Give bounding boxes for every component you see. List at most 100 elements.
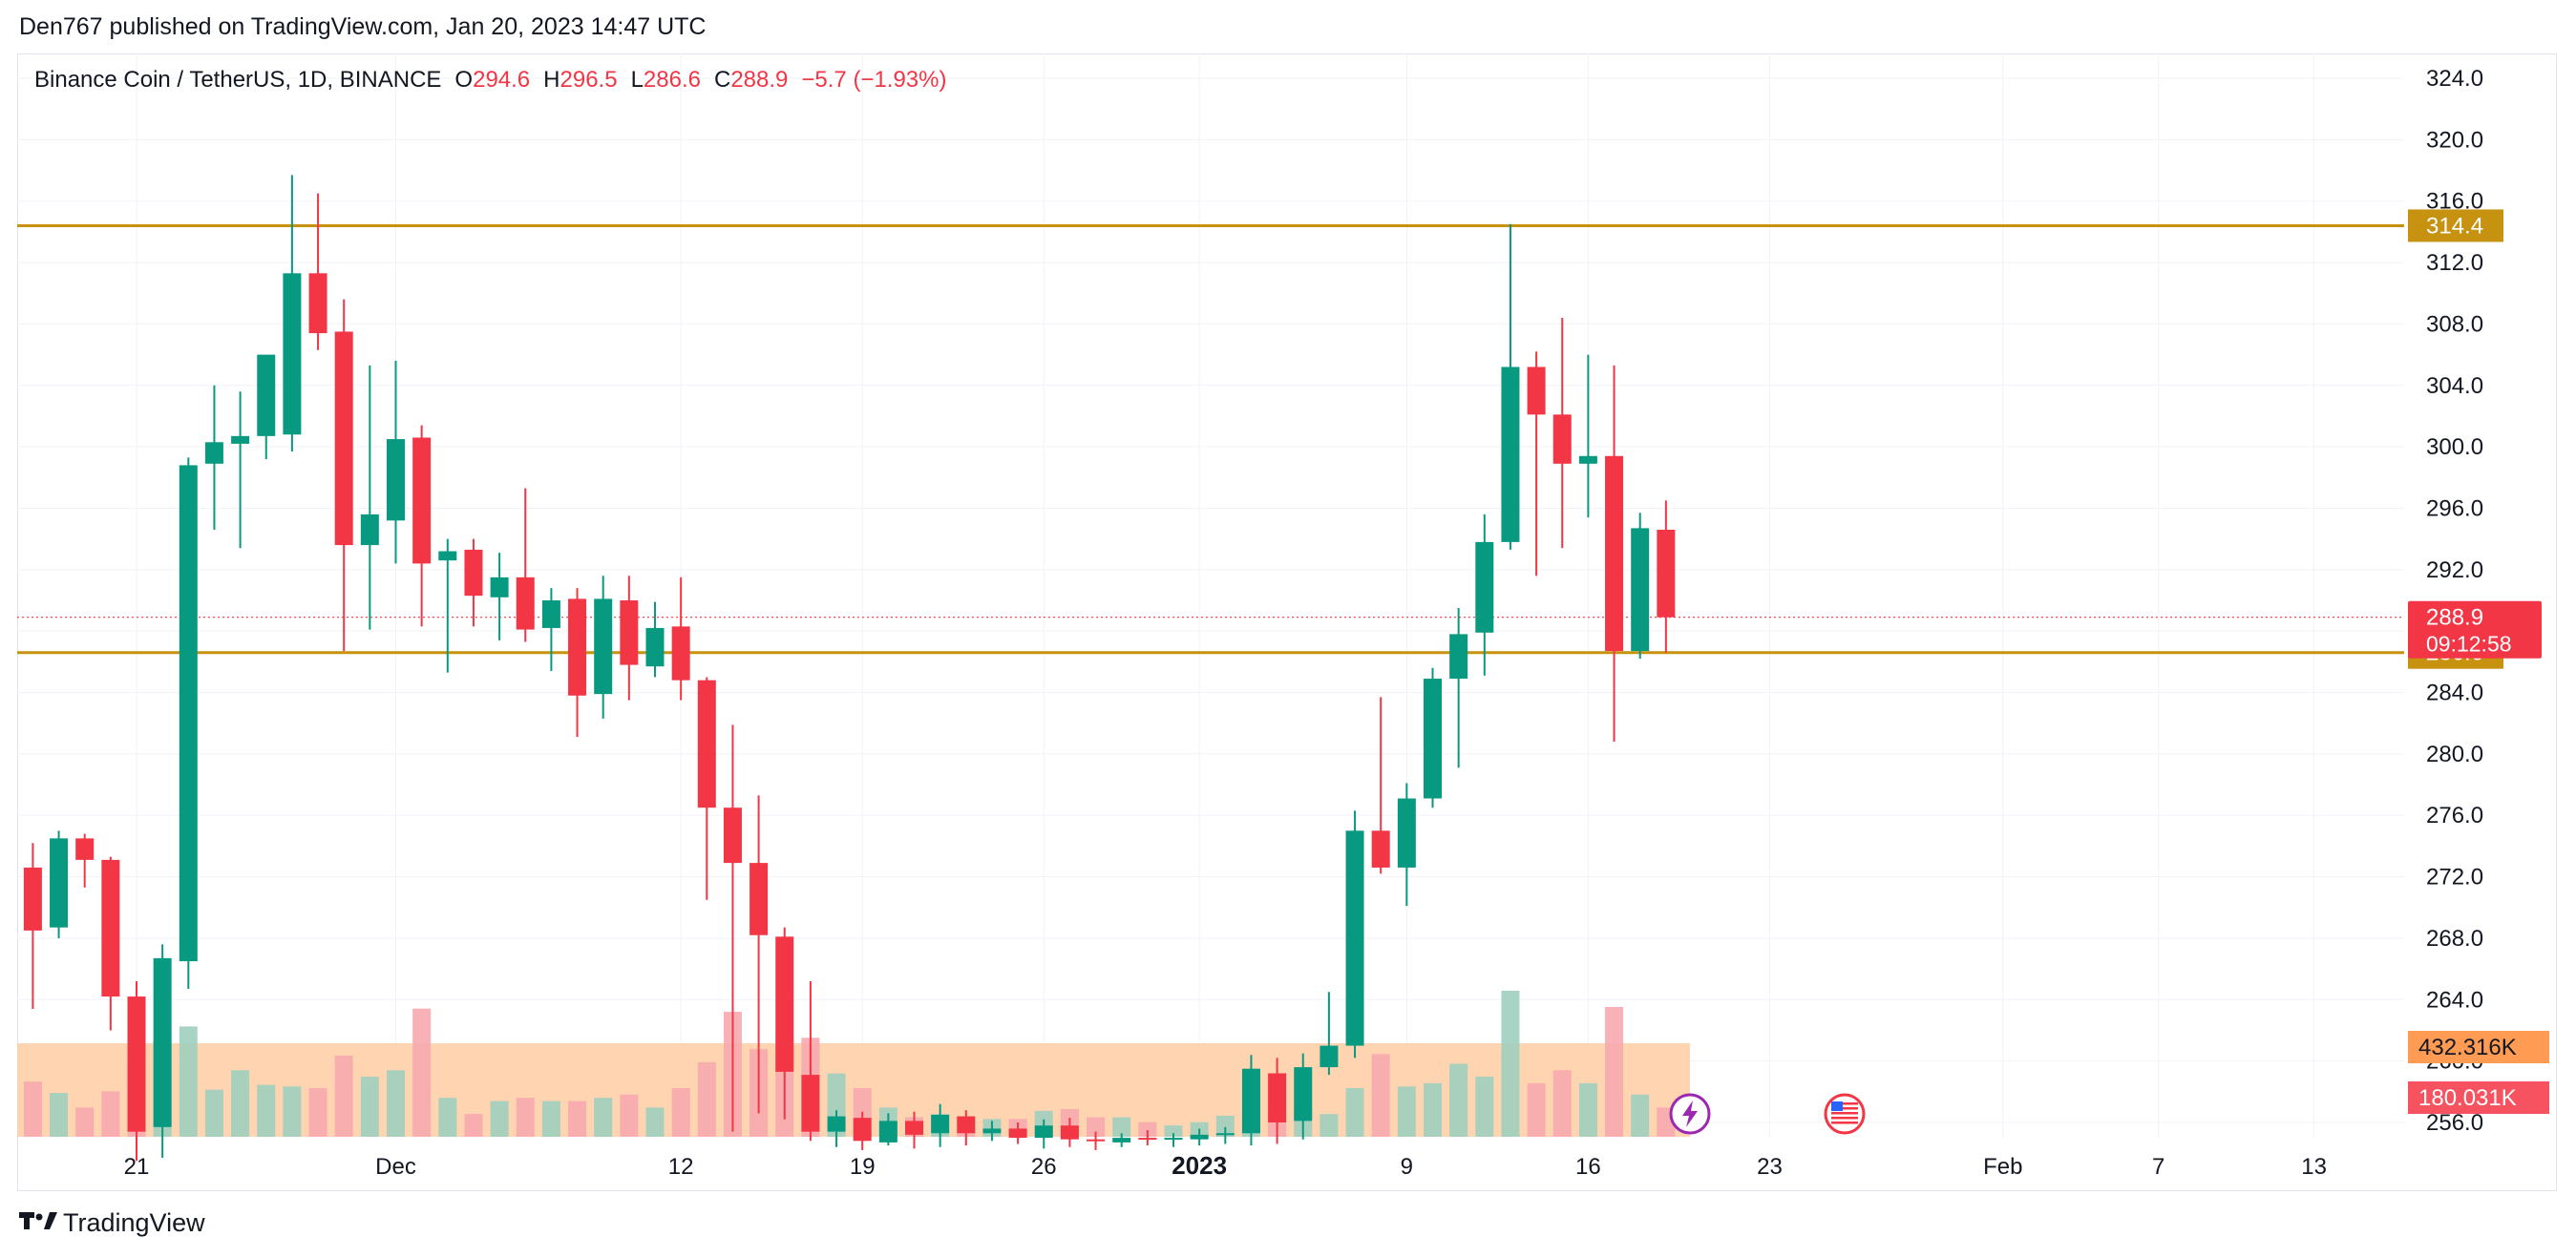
price-tick-label: 264.0 <box>2426 987 2483 1013</box>
price-tick-label: 256.0 <box>2426 1110 2483 1136</box>
us-flag-icon-canton <box>1831 1101 1843 1111</box>
event-markers[interactable] <box>1669 1093 1866 1135</box>
candle-body <box>257 354 276 436</box>
volume-bar <box>50 1093 69 1137</box>
time-tick-label: 7 <box>2152 1154 2164 1180</box>
candle-body <box>50 838 69 928</box>
candle-body <box>1164 1138 1183 1141</box>
candle-body <box>283 273 302 435</box>
candle-body <box>1475 541 1494 633</box>
volume-bar <box>620 1094 639 1137</box>
candle-body <box>1578 455 1597 464</box>
candle-body <box>464 549 483 597</box>
volume-bar <box>541 1101 560 1137</box>
price-tick-label: 320.0 <box>2426 127 2483 153</box>
volume-bar <box>412 1008 432 1137</box>
high-label: H <box>543 67 560 93</box>
candle-body <box>75 838 95 860</box>
candle-body <box>1060 1125 1079 1140</box>
us-flag-icon-stripe <box>1831 1102 1858 1105</box>
volume-bar <box>671 1088 690 1137</box>
volume-bar <box>438 1098 457 1137</box>
price-tick-label: 312.0 <box>2426 250 2483 276</box>
candle-body <box>308 273 327 334</box>
time-tick-label: 9 <box>1401 1154 1413 1180</box>
candle-body <box>1631 528 1650 652</box>
volume-bar <box>204 1089 223 1137</box>
candle-body <box>360 514 379 546</box>
volume-badge <box>2408 1081 2549 1114</box>
candle-body <box>723 807 742 864</box>
price-tick-label: 304.0 <box>2426 373 2483 399</box>
volume-bar <box>1371 1054 1390 1137</box>
volume-bar <box>387 1070 405 1137</box>
us-flag-icon <box>1824 1093 1866 1135</box>
lightning-icon-bolt <box>1682 1101 1698 1127</box>
candle-body <box>1527 367 1546 415</box>
candle-body <box>1294 1067 1313 1122</box>
open-label: O <box>454 67 474 93</box>
candle-body <box>1087 1139 1106 1142</box>
tradingview-brand[interactable]: TradingView <box>19 1208 205 1238</box>
candle-body <box>801 1075 820 1132</box>
volume-bar <box>75 1107 95 1137</box>
time-axis[interactable]: 21 Dec 12 19 26 2023 9 16 23 Feb 7 13 <box>124 1151 2327 1180</box>
price-tick-label: 296.0 <box>2426 495 2483 521</box>
price-tick-label: 276.0 <box>2426 803 2483 828</box>
candle-body <box>1345 830 1364 1046</box>
us-flag-icon-stripe <box>1831 1112 1858 1115</box>
volume-bar <box>1215 1115 1235 1137</box>
price-axis[interactable]: 324.0320.0316.0312.0308.0304.0300.0296.0… <box>2426 66 2483 1136</box>
chart-frame <box>17 53 2557 1191</box>
candle-body <box>931 1114 950 1134</box>
volume-bar <box>1424 1082 1442 1137</box>
price-tick-label: 284.0 <box>2426 681 2483 706</box>
current-price-badge <box>2408 600 2542 659</box>
countdown-label: 09:12:58 <box>2426 632 2512 657</box>
time-tick-label: 13 <box>2301 1154 2327 1180</box>
volume-bar <box>308 1088 327 1137</box>
time-tick-label: 26 <box>1031 1154 1057 1180</box>
time-tick-label: 19 <box>850 1154 876 1180</box>
candle-body <box>957 1116 976 1134</box>
price-tick-label: 300.0 <box>2426 434 2483 460</box>
candle-body <box>1605 455 1624 652</box>
candle-body <box>878 1121 897 1143</box>
volume-bar <box>1501 991 1520 1137</box>
volume-bar <box>1578 1082 1597 1137</box>
symbol-title[interactable]: Binance Coin / TetherUS, 1D, BINANCE <box>34 67 442 93</box>
volume-bar <box>360 1077 379 1137</box>
time-tick-label: Dec <box>375 1154 416 1180</box>
candle-body <box>412 437 432 564</box>
volume-bar <box>1397 1086 1416 1137</box>
volume-bar <box>1449 1063 1468 1137</box>
candle-body <box>853 1118 872 1142</box>
us-flag-icon-stripe <box>1831 1107 1858 1110</box>
grid-lines <box>17 53 2404 1138</box>
volume-bar <box>490 1101 509 1137</box>
volume-bars <box>23 991 1676 1137</box>
volume-bar <box>231 1070 250 1137</box>
candles <box>23 175 1676 1162</box>
volume-bar <box>23 1081 42 1137</box>
time-tick-label: 12 <box>668 1154 694 1180</box>
horizontal-levels[interactable] <box>17 223 2404 655</box>
candle-body <box>101 859 120 997</box>
volume-bar <box>645 1107 665 1137</box>
candle-body <box>438 551 457 561</box>
candle-body <box>1112 1138 1131 1143</box>
time-tick-label: Feb <box>1983 1154 2022 1180</box>
candle-body <box>1552 414 1572 464</box>
current-price-label: 288.9 <box>2426 605 2483 631</box>
high-value: 296.5 <box>560 67 618 93</box>
candle-body <box>231 435 250 444</box>
time-tick-label: 21 <box>124 1154 150 1180</box>
candle-body <box>1320 1045 1339 1068</box>
volume-bar <box>1527 1082 1546 1137</box>
volume-bar <box>1605 1007 1624 1137</box>
volume-bar <box>1320 1114 1339 1137</box>
candle-body <box>1657 529 1676 618</box>
candle-body <box>1449 634 1468 680</box>
